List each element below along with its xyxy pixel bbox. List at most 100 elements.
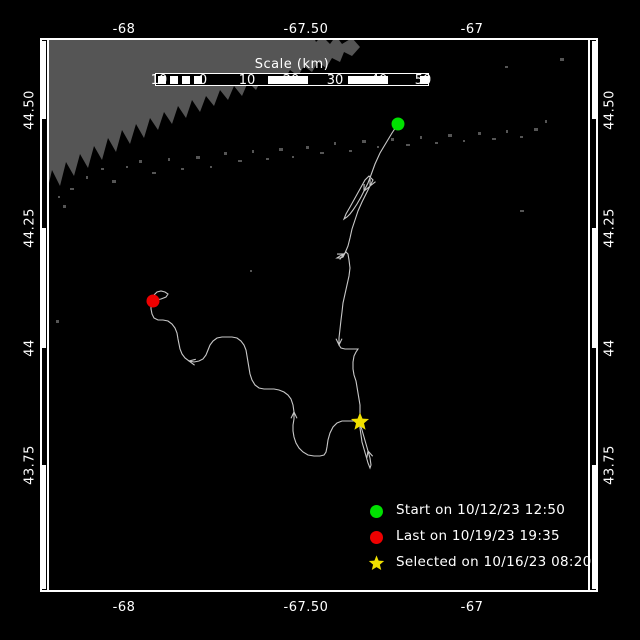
axis-frame-right-rule: [596, 38, 598, 592]
last-marker-icon: [363, 530, 389, 544]
land-speck-16: [266, 158, 269, 160]
land-speck-39: [545, 120, 547, 123]
y-axis-tickmark-left-1: [41, 228, 46, 348]
scale-tick-label-0: 10: [150, 73, 168, 88]
land-speck-40: [505, 66, 508, 68]
legend-label-start: Start on 10/12/23 12:50: [396, 502, 566, 519]
y-axis-tick-label-right-2: 44: [602, 339, 618, 357]
ocean-background: [49, 40, 588, 590]
land-speck-24: [377, 146, 379, 148]
x-axis-tick-label-top-0: -68: [112, 22, 136, 37]
land-speck-23: [362, 140, 366, 143]
y-axis-tick-label-left-3: 43.75: [22, 445, 38, 485]
land-speck-32: [492, 138, 496, 140]
scale-tick-label-3: 20: [282, 73, 300, 88]
scale-tick-label-4: 30: [326, 73, 344, 88]
land-speck-31: [478, 132, 481, 135]
start-marker[interactable]: Start on 10/12/23 12:50: [391, 117, 405, 131]
last-marker[interactable]: Last on 10/19/23 19:35: [146, 294, 160, 308]
track-direction-arrow-0: [363, 183, 370, 193]
land-speck-34: [520, 136, 523, 138]
vessel-track-line: [150, 123, 399, 470]
land-speck-37: [56, 320, 59, 323]
land-speck-10: [181, 168, 184, 170]
land-speck-14: [238, 160, 242, 162]
land-speck-19: [306, 146, 309, 149]
x-axis-tick-label-bottom-2: -67: [460, 600, 484, 615]
y-axis-tickmark-right-2: [592, 465, 597, 589]
scale-tick-label-5: 40: [370, 73, 388, 88]
land-speck-35: [534, 128, 538, 131]
land-speck-3: [86, 176, 88, 179]
track-direction-arrow-6: [187, 358, 196, 366]
land-speck-17: [279, 148, 283, 151]
y-axis-tick-label-left-0: 44.50: [22, 90, 38, 130]
legend-item-selected[interactable]: Selected on 10/16/23 08:20: [363, 550, 592, 576]
legend-label-last: Last on 10/19/23 19:35: [396, 528, 560, 545]
y-axis-tickmark-left-0: [41, 41, 46, 119]
land-speck-5: [112, 180, 116, 183]
scale-tick-label-1: 0: [198, 73, 208, 88]
land-speck-36: [250, 270, 252, 272]
y-axis-tick-label-right-1: 44.25: [602, 208, 618, 248]
y-axis-tickmark-left-2: [41, 465, 46, 589]
scale-bar-title: Scale (km): [254, 57, 330, 72]
x-axis-tick-label-bottom-1: -67.50: [283, 600, 329, 615]
land-speck-38: [520, 210, 524, 212]
land-speck-28: [435, 142, 438, 144]
land-speck-0: [58, 196, 60, 198]
scale-seg-0: [158, 76, 166, 84]
land-speck-15: [252, 150, 254, 153]
scale-bar-widget: Scale (km) 10 0 10 20 30 40 50: [151, 57, 432, 88]
land-speck-7: [139, 160, 142, 163]
y-axis-tick-label-right-0: 44.50: [602, 90, 618, 130]
land-speck-4: [101, 168, 104, 170]
x-axis-tick-label-top-1: -67.50: [283, 22, 329, 37]
land-speck-29: [448, 134, 452, 137]
land-speck-22: [349, 150, 352, 152]
land-speck-18: [292, 156, 294, 158]
scale-seg-1: [170, 76, 178, 84]
land-speck-12: [210, 166, 212, 168]
legend-item-last[interactable]: Last on 10/19/23 19:35: [363, 524, 592, 550]
land-speck-27: [420, 136, 422, 139]
land-speck-26: [406, 144, 410, 146]
y-axis-tickmark-right-0: [592, 41, 597, 119]
land-speck-33: [506, 130, 508, 133]
land-speck-41: [560, 58, 564, 61]
land-speck-21: [334, 142, 336, 145]
scale-seg-6: [420, 76, 428, 84]
track-layer: [150, 123, 399, 470]
land-speck-13: [224, 152, 227, 155]
track-direction-arrow-3: [335, 338, 343, 347]
start-marker-icon: [363, 504, 389, 518]
track-direction-arrow-4: [366, 449, 374, 458]
land-speck-11: [196, 156, 200, 159]
track-direction-arrow-5: [290, 410, 298, 419]
track-direction-arrow-2: [336, 253, 346, 260]
land-speck-9: [168, 158, 170, 161]
scale-seg-4: [268, 76, 308, 84]
legend-item-start[interactable]: Start on 10/12/23 12:50: [363, 498, 592, 524]
map-legend: Start on 10/12/23 12:50 Last on 10/19/23…: [363, 498, 592, 576]
y-axis-tick-label-left-2: 44: [22, 339, 38, 357]
track-direction-arrow-1: [369, 178, 376, 188]
land-speck-25: [391, 138, 394, 141]
scale-seg-3: [194, 76, 202, 84]
selected-marker-star-icon: [363, 554, 389, 572]
land-speck-8: [152, 172, 156, 174]
track-direction-arrows: [187, 178, 376, 458]
land-speck-30: [463, 140, 465, 142]
land-speck-20: [320, 152, 324, 154]
y-axis-tick-label-left-1: 44.25: [22, 208, 38, 248]
land-speck-2: [70, 188, 74, 190]
scale-seg-2: [182, 76, 190, 84]
land-speck-6: [126, 166, 128, 168]
marker-layer[interactable]: Start on 10/12/23 12:50 Last on 10/19/23 …: [146, 117, 405, 430]
y-axis-tickmark-right-1: [592, 228, 597, 348]
scale-tick-label-2: 10: [238, 73, 256, 88]
scale-tick-label-6: 50: [414, 73, 432, 88]
x-axis-tick-label-top-2: -67: [460, 22, 484, 37]
selected-marker[interactable]: Selected on 10/16/23 08:20: [350, 412, 370, 430]
